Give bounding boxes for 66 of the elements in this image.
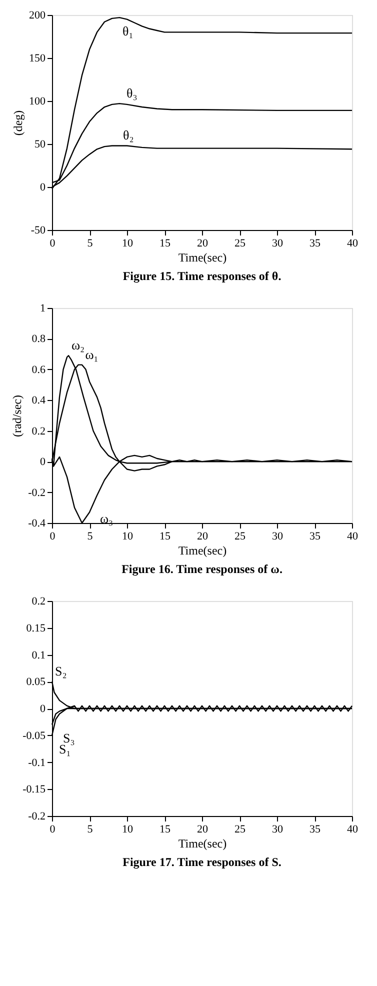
text: Figure 17. Time responses of S. [122,855,282,869]
y-axis-title: (rad/sec) [10,395,24,437]
x-tick-label: 20 [197,824,208,836]
y-tick-label: 0 [40,703,46,715]
series-label: S₃ [63,730,75,746]
y-tick-label: -0.15 [22,784,46,796]
text: Figure 16. Time responses of ω. [122,562,282,576]
x-tick-label: 35 [310,824,321,836]
y-tick-label: 0.15 [26,622,46,634]
y-tick-label: -0.2 [28,486,46,499]
x-tick-label: 35 [310,530,321,542]
y-tick-label: 0.8 [32,333,46,346]
x-axis-title: Time(sec) [178,836,227,850]
x-tick-label: 35 [310,238,321,250]
y-tick-label: 1 [40,302,46,314]
y-tick-label: 0.2 [32,596,46,608]
series-label: ω₂ [72,338,85,353]
y-axis-title: (deg) [11,110,25,136]
x-tick-label: 15 [160,530,171,542]
x-tick-label: 10 [122,824,134,836]
x-tick-label: 30 [272,238,284,250]
x-tick-label: 0 [50,530,56,542]
y-tick-label: -0.1 [28,756,46,769]
y-tick-label: 0.6 [32,364,46,376]
y-tick-label: 0 [40,182,46,194]
x-tick-label: 5 [87,530,94,542]
text: Figure 15. Time responses of θ. [122,269,282,283]
y-tick-label: 150 [29,52,46,64]
x-tick-label: 30 [272,824,284,836]
x-tick-label: 10 [122,238,134,250]
y-tick-label: 0.4 [32,394,46,407]
series-label: S₂ [55,664,67,679]
x-tick-label: 5 [87,238,94,250]
x-tick-label: 0 [50,824,56,836]
series-label: θ₃ [126,86,138,101]
x-axis-title: Time(sec) [178,250,227,264]
x-tick-label: 25 [234,530,246,542]
x-tick-label: 0 [50,238,56,250]
series-label: θ₂ [123,128,134,143]
y-tick-label: 200 [29,10,46,22]
y-tick-label: 100 [29,96,46,108]
series-label: ω₁ [85,346,98,362]
y-tick-label: 0.2 [32,425,46,438]
x-tick-label: 20 [197,238,208,250]
y-tick-label: -50 [30,224,46,236]
x-axis-title: Time(sec) [178,544,227,558]
x-tick-label: 20 [197,530,208,542]
x-tick-label: 25 [234,824,246,836]
y-tick-label: -0.05 [22,730,46,742]
x-tick-label: 25 [234,238,246,250]
series-label: θ₁ [122,24,134,39]
y-tick-label: 0 [40,456,46,468]
x-tick-label: 15 [160,238,171,250]
x-tick-label: 30 [272,530,284,542]
series-label: ω₃ [100,511,114,526]
x-tick-label: 40 [347,238,358,250]
x-tick-label: 10 [122,530,134,542]
x-tick-label: 5 [87,824,94,836]
y-tick-label: 50 [34,138,46,150]
y-tick-label: 0.05 [26,676,46,688]
x-tick-label: 40 [347,530,358,542]
y-tick-label: 0.1 [32,649,46,662]
y-tick-label: -0.2 [28,810,46,822]
y-tick-label: -0.4 [28,518,46,530]
x-tick-label: 40 [347,824,358,836]
x-tick-label: 15 [160,824,171,836]
